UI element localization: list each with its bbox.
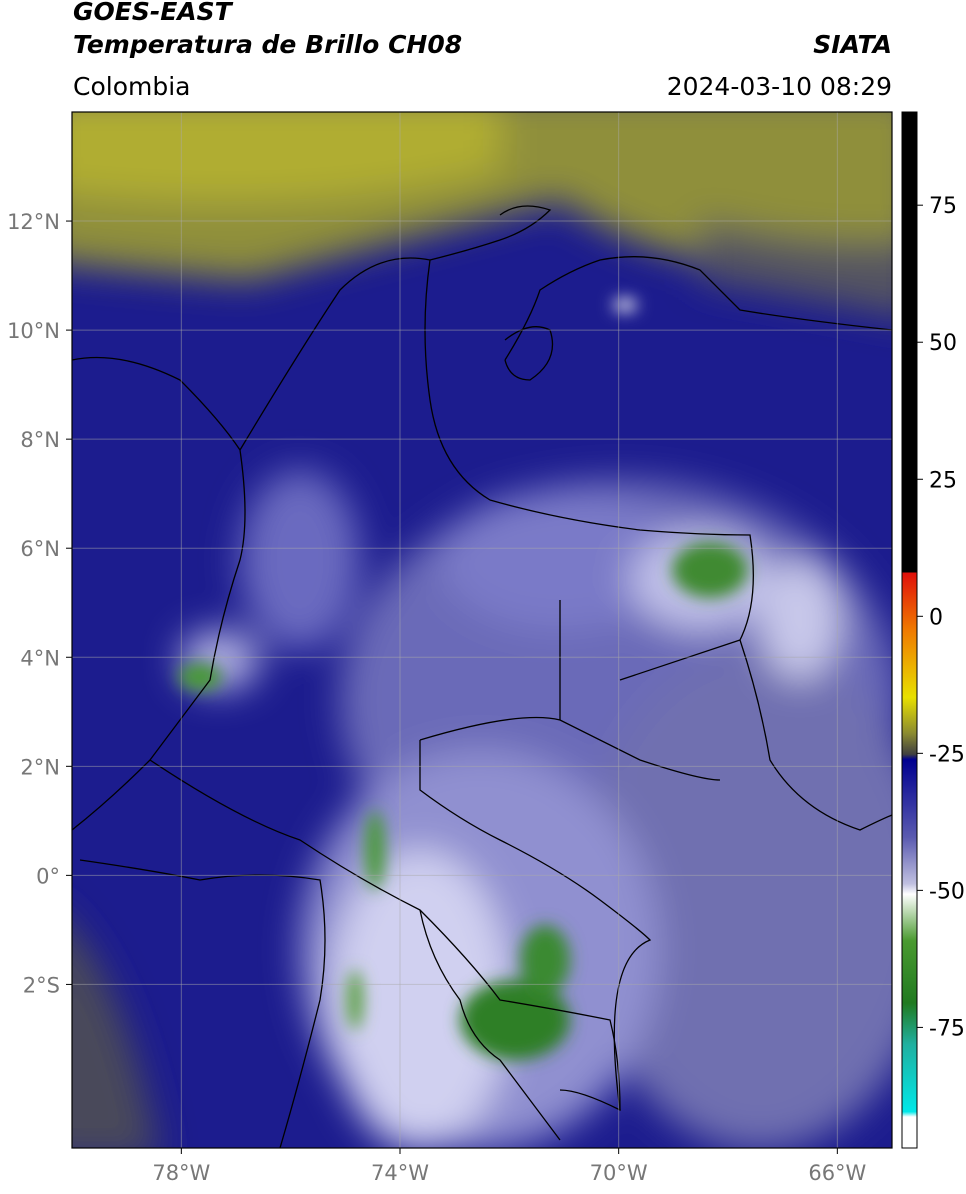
colorbar-tick-label: 50: [929, 331, 957, 356]
x-tick-label: 78°W: [152, 1161, 210, 1185]
colorbar: [901, 111, 918, 1149]
y-tick-label: 2°S: [23, 973, 60, 997]
colorbar-tick-label: -25: [929, 742, 965, 767]
y-tick-label: 12°N: [7, 210, 60, 234]
x-tick-label: 74°W: [371, 1161, 429, 1185]
datetime: 2024-03-10 08:29: [667, 72, 892, 101]
title: GOES-EAST: [73, 0, 234, 26]
colorbar-tick-label: -75: [929, 1016, 965, 1041]
y-tick-label: 2°N: [20, 755, 60, 779]
map-frame: [71, 111, 893, 1149]
colorbar-tick-label: 0: [929, 605, 943, 630]
imagery: [72, 112, 892, 1148]
source: SIATA: [813, 30, 892, 59]
subtitle: Temperatura de Brillo CH08: [73, 30, 462, 59]
colorbar-tick-label: 75: [929, 194, 957, 219]
y-tick-label: 8°N: [20, 428, 60, 452]
x-tick-label: 70°W: [590, 1161, 648, 1185]
boundaries: [72, 205, 892, 1148]
y-tick-label: 4°N: [20, 646, 60, 670]
region: Colombia: [73, 72, 190, 101]
colorbar-tick-label: -50: [929, 879, 965, 904]
colorbar-tick-label: 25: [929, 468, 957, 493]
x-tick-label: 66°W: [808, 1161, 866, 1185]
y-tick-label: 6°N: [20, 537, 60, 561]
y-tick-label: 10°N: [7, 319, 60, 343]
y-tick-label: 0°: [36, 864, 60, 888]
